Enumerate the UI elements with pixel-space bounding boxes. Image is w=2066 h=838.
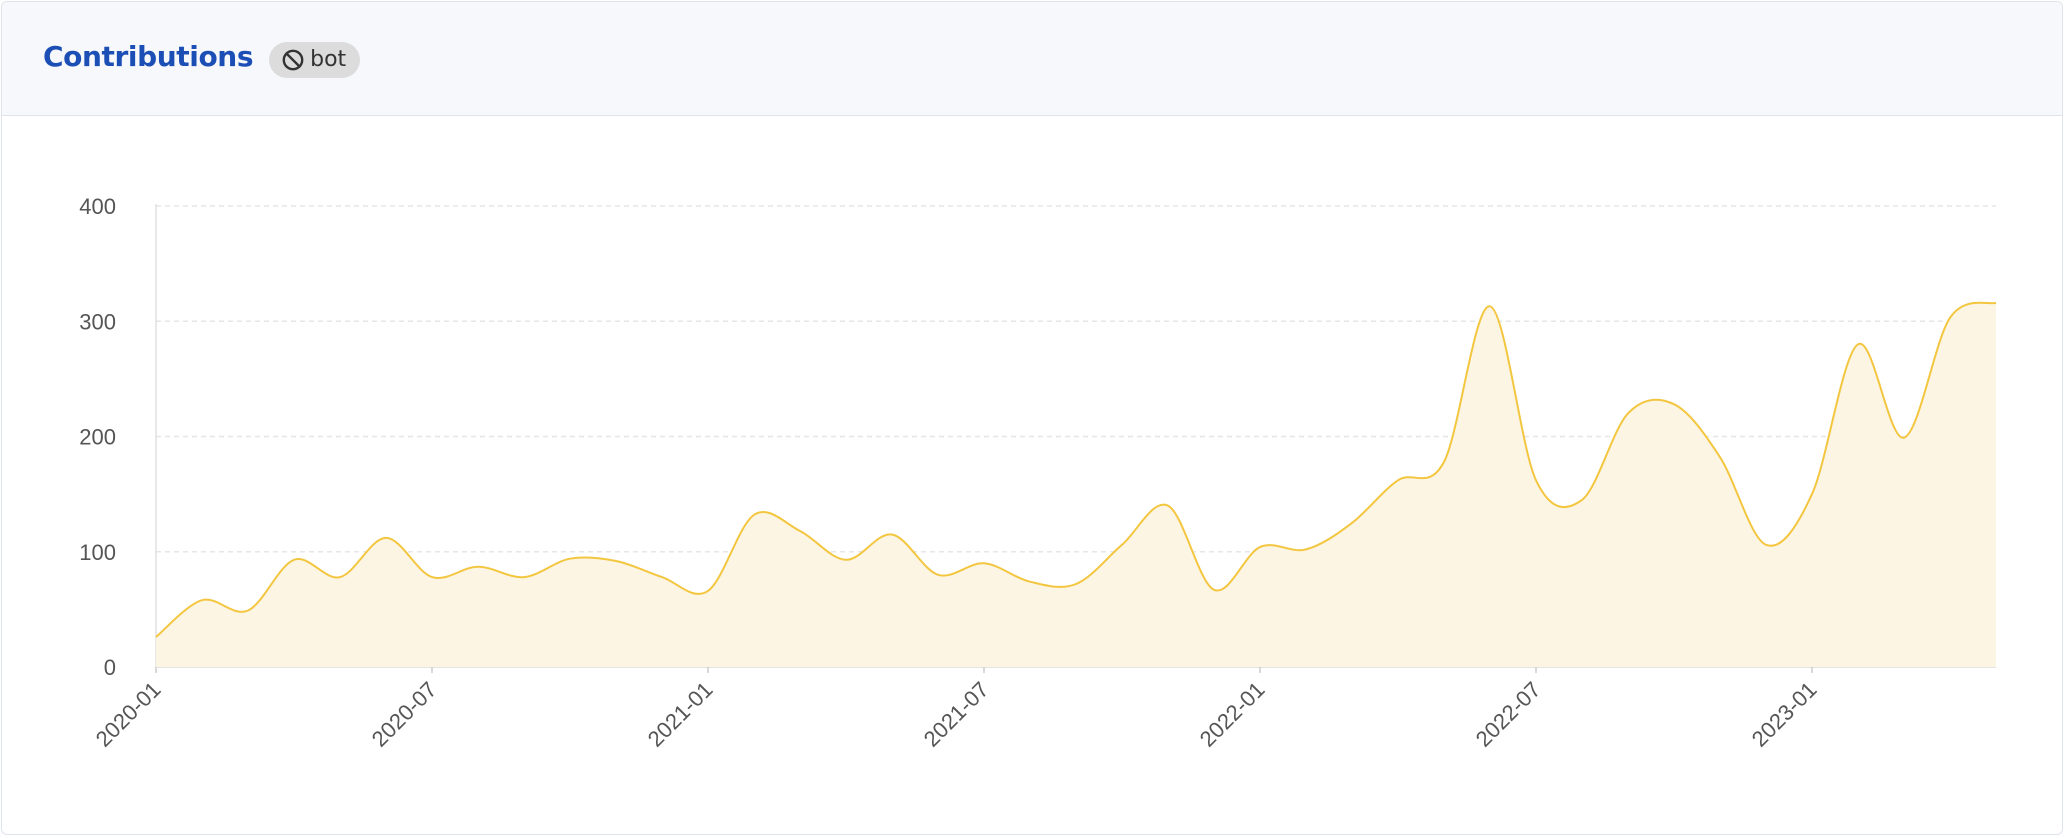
- series-line: [155, 301, 1997, 638]
- bot-badge: bot: [269, 41, 361, 78]
- card-header: Contributions bot: [2, 2, 2062, 116]
- chart-svg: 0 100 200 300 400 2020-01 2020-07 2021-01 2021-0…: [79, 194, 1997, 752]
- x-tick-label: 2022-07: [1471, 677, 1546, 752]
- x-tick-label: 2021-01: [643, 677, 718, 752]
- tick-labels: 0 100 200 300 400 2020-01 2020-07 2021-01 2021-0…: [79, 194, 1821, 752]
- x-tick-label: 2021-07: [919, 677, 994, 752]
- y-tick-label: 400: [79, 194, 116, 219]
- y-tick-label: 200: [79, 425, 116, 450]
- series-area: [155, 301, 1997, 667]
- x-tick-label: 2020-07: [367, 677, 442, 752]
- x-tick-label: 2020-01: [91, 677, 166, 752]
- y-tick-label: 300: [79, 309, 116, 334]
- card-title[interactable]: Contributions: [43, 40, 254, 73]
- y-tick-label: 0: [104, 655, 116, 680]
- x-tick-label: 2023-01: [1747, 677, 1822, 752]
- series-area-fill: [156, 302, 1996, 667]
- bot-badge-label: bot: [310, 47, 347, 72]
- x-tick-label: 2022-01: [1195, 677, 1270, 752]
- contributions-chart: 0 100 200 300 400 2020-01 2020-07 2021-01 2021-0…: [2, 116, 2062, 834]
- ban-icon: [282, 49, 304, 70]
- y-tick-label: 100: [79, 540, 116, 565]
